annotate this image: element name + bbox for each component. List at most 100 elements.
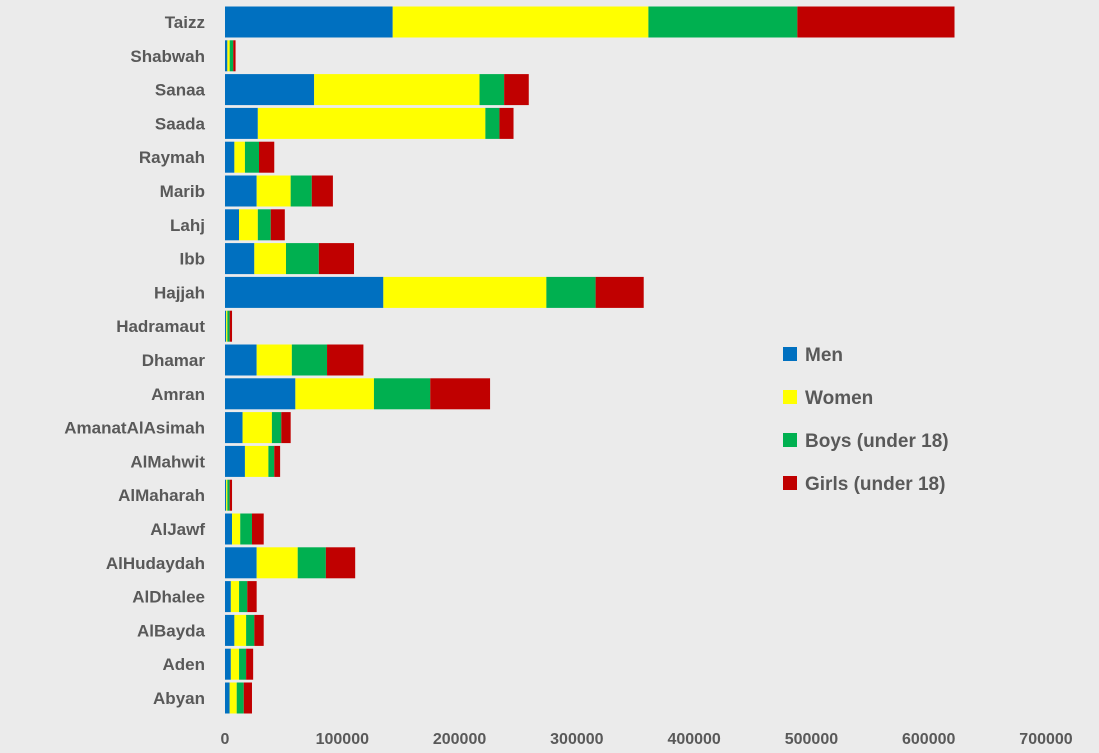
x-tick-label: 0: [221, 731, 230, 748]
bar-albayda-girls-under-18: [254, 614, 264, 646]
bar-taizz-girls-under-18: [797, 6, 955, 38]
legend-label-men: Men: [805, 345, 843, 366]
bar-dhamar-women: [256, 344, 292, 376]
bar-almahwit-men: [225, 445, 245, 477]
bar-almaharah-boys-under-18: [227, 479, 230, 511]
category-label-lahj: Lahj: [170, 216, 205, 235]
bar-saada-boys-under-18: [485, 107, 500, 139]
category-label-alhudaydah: AlHudaydah: [106, 554, 205, 573]
bar-aden-women: [230, 648, 240, 680]
bar-lahj-boys-under-18: [257, 209, 271, 241]
bar-hadramaut-girls-under-18: [229, 310, 233, 342]
bar-hadramaut-men: [225, 310, 227, 342]
bar-hajjah-women: [383, 276, 547, 308]
x-tick-label: 600000: [902, 731, 955, 748]
category-label-almaharah: AlMaharah: [118, 486, 205, 505]
bar-lahj-girls-under-18: [270, 209, 285, 241]
bar-amran-men: [225, 378, 296, 410]
bar-raymah-women: [234, 141, 245, 173]
bar-dhamar-girls-under-18: [327, 344, 364, 376]
legend-swatch-boys-under-18: [783, 433, 797, 447]
category-label-amran: Amran: [151, 385, 205, 404]
bar-abyan-men: [225, 682, 230, 714]
bar-lahj-women: [239, 209, 258, 241]
bars: [225, 6, 955, 714]
x-tick-labels: 0 100000 200000 300000 400000 500000 600000 700…: [221, 731, 1073, 748]
bar-almahwit-women: [244, 445, 269, 477]
x-tick-label: 700000: [1019, 731, 1072, 748]
legend-swatch-men: [783, 347, 797, 361]
legend-label-boys-under-18: Boys (under 18): [805, 431, 949, 452]
bar-abyan-girls-under-18: [243, 682, 252, 714]
bar-aldhalee-girls-under-18: [247, 581, 257, 613]
bar-shabwah-girls-under-18: [233, 40, 236, 72]
bar-almaharah-women: [226, 479, 228, 511]
bar-aljawf-girls-under-18: [251, 513, 264, 545]
bar-amanatalasimah-men: [225, 412, 243, 444]
bar-alhudaydah-women: [256, 547, 298, 579]
bar-amran-boys-under-18: [373, 378, 431, 410]
category-label-sanaa: Sanaa: [155, 81, 206, 100]
bar-alhudaydah-girls-under-18: [325, 547, 356, 579]
category-label-taizz: Taizz: [165, 13, 205, 32]
category-label-saada: Saada: [155, 114, 206, 133]
category-label-ibb: Ibb: [180, 250, 206, 269]
bar-hajjah-girls-under-18: [595, 276, 644, 308]
bar-almaharah-men: [225, 479, 227, 511]
bar-alhudaydah-boys-under-18: [297, 547, 326, 579]
bar-ibb-women: [254, 243, 286, 275]
bar-amran-women: [295, 378, 374, 410]
bar-alhudaydah-men: [225, 547, 257, 579]
category-label-aden: Aden: [163, 655, 206, 674]
bar-saada-men: [225, 107, 258, 139]
bar-raymah-boys-under-18: [244, 141, 260, 173]
legend: Men Women Boys (under 18) Girls (under 18): [783, 345, 949, 495]
bar-shabwah-boys-under-18: [229, 40, 234, 72]
bar-aldhalee-women: [230, 581, 240, 613]
bar-sanaa-women: [314, 74, 480, 106]
bar-shabwah-men: [225, 40, 228, 72]
legend-label-girls-under-18: Girls (under 18): [805, 474, 945, 495]
bar-aden-boys-under-18: [239, 648, 247, 680]
legend-label-women: Women: [805, 388, 873, 409]
bar-aljawf-women: [232, 513, 241, 545]
bar-shabwah-women: [227, 40, 230, 72]
bar-almaharah-girls-under-18: [229, 479, 233, 511]
bar-ibb-men: [225, 243, 255, 275]
bar-raymah-men: [225, 141, 235, 173]
x-tick-label: 200000: [433, 731, 486, 748]
category-label-hadramaut: Hadramaut: [116, 317, 205, 336]
bar-sanaa-girls-under-18: [504, 74, 529, 106]
bar-hajjah-men: [225, 276, 384, 308]
category-label-aljawf: AlJawf: [150, 520, 205, 539]
bar-aljawf-boys-under-18: [240, 513, 252, 545]
bar-abyan-women: [229, 682, 237, 714]
category-label-raymah: Raymah: [139, 148, 205, 167]
bar-taizz-boys-under-18: [648, 6, 798, 38]
category-labels: Taizz Shabwah Sanaa Saada Raymah Marib Lahj Ibb…: [64, 13, 205, 708]
category-label-amanatalasimah: AmanatAlAsimah: [64, 419, 205, 438]
bar-amanatalasimah-girls-under-18: [281, 412, 291, 444]
bar-lahj-men: [225, 209, 240, 241]
bar-amanatalasimah-women: [242, 412, 272, 444]
bar-aden-men: [225, 648, 231, 680]
category-label-dhamar: Dhamar: [142, 351, 206, 370]
bar-aljawf-men: [225, 513, 233, 545]
bar-hadramaut-boys-under-18: [227, 310, 230, 342]
bar-albayda-boys-under-18: [246, 614, 255, 646]
bar-saada-girls-under-18: [499, 107, 514, 139]
bar-marib-women: [256, 175, 291, 207]
bar-marib-girls-under-18: [311, 175, 333, 207]
bar-albayda-men: [225, 614, 235, 646]
bar-amanatalasimah-boys-under-18: [271, 412, 282, 444]
bar-raymah-girls-under-18: [259, 141, 275, 173]
bar-sanaa-men: [225, 74, 315, 106]
bar-marib-boys-under-18: [290, 175, 312, 207]
bar-almahwit-boys-under-18: [268, 445, 275, 477]
bar-aldhalee-men: [225, 581, 231, 613]
x-tick-label: 300000: [550, 731, 603, 748]
bar-albayda-women: [234, 614, 247, 646]
bar-dhamar-boys-under-18: [291, 344, 328, 376]
bar-marib-men: [225, 175, 257, 207]
category-label-abyan: Abyan: [153, 689, 205, 708]
